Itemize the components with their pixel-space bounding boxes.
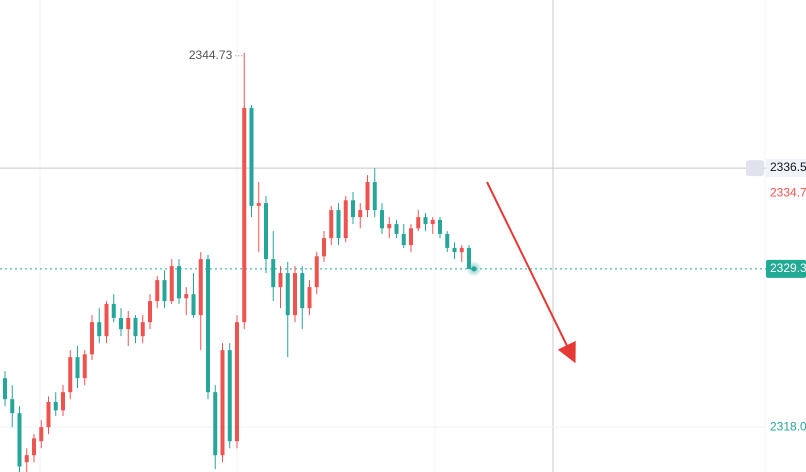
candle-body	[300, 273, 305, 309]
arrow	[486, 181, 576, 364]
candle-body	[10, 399, 15, 414]
candle-body	[249, 107, 254, 206]
candle-body	[119, 317, 123, 330]
candle-body	[336, 210, 341, 239]
candle-body	[177, 266, 181, 299]
candle-body	[394, 224, 399, 234]
candle-body	[148, 301, 152, 323]
candle-body	[169, 266, 174, 302]
candle-body	[39, 427, 44, 442]
candle-body	[372, 182, 377, 211]
candle-body	[184, 294, 189, 299]
candle-body	[213, 392, 218, 456]
candle-body	[358, 210, 363, 218]
candle-body	[140, 322, 145, 337]
candle-body	[133, 317, 138, 337]
candle-body	[459, 247, 464, 253]
candle-body	[104, 303, 109, 337]
candle-body	[82, 354, 87, 379]
candle-body	[24, 455, 29, 463]
candle-body	[242, 107, 247, 323]
candle-body	[343, 200, 348, 239]
candle-body	[264, 203, 268, 260]
candle-body	[271, 259, 276, 288]
candle-body	[285, 273, 290, 316]
candle-body	[256, 203, 261, 206]
high-label: 2344.73	[189, 48, 233, 62]
candle-body	[61, 392, 65, 411]
candle-body	[314, 256, 319, 288]
candle-body	[206, 259, 210, 393]
candle-body	[401, 233, 406, 246]
last-price-box	[766, 259, 806, 278]
candle-body	[423, 217, 428, 225]
marker-label: 2334.7	[770, 185, 806, 199]
candle-body	[293, 273, 297, 316]
candle-body	[68, 357, 73, 393]
candle-body	[322, 238, 326, 257]
candle-body	[430, 219, 435, 225]
candle-body	[445, 233, 450, 248]
candle-body	[227, 350, 232, 442]
candle-body	[162, 280, 167, 302]
candle-body	[46, 401, 51, 428]
candle-body	[351, 200, 355, 218]
crosshair-label: 2336.5	[770, 160, 806, 174]
candle-body	[53, 401, 58, 411]
candle-body	[416, 217, 421, 229]
candle-body	[329, 210, 334, 239]
candle-body	[97, 322, 102, 337]
candle-body	[467, 247, 471, 269]
candle-body	[452, 247, 457, 253]
candle-body	[3, 378, 7, 400]
last-dot	[471, 266, 477, 272]
candle-body	[278, 273, 283, 288]
candle-body	[32, 438, 36, 456]
candle-body	[75, 357, 80, 379]
candle-body	[307, 287, 312, 309]
crosshair-box	[766, 159, 806, 178]
candle-body	[17, 413, 22, 467]
candle-body	[409, 228, 413, 246]
candle-body	[365, 182, 370, 211]
y-tick-label: 2318.0	[770, 419, 806, 433]
candle-body	[126, 317, 131, 330]
candle-body	[438, 219, 442, 234]
candle-body	[198, 259, 203, 316]
candle-body	[380, 210, 384, 229]
candle-body	[90, 322, 94, 355]
last-price-label: 2329.3	[770, 261, 806, 275]
candle-body	[387, 224, 392, 229]
candle-body	[235, 322, 239, 442]
candle-body	[111, 303, 116, 318]
crosshair-icon	[746, 160, 764, 177]
candle-body	[191, 294, 196, 316]
candle-body	[155, 280, 160, 302]
candle-body	[220, 350, 225, 456]
